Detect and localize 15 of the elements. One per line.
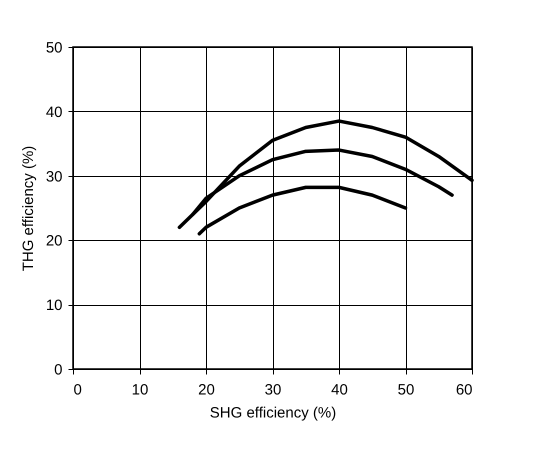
y-tick-label: 30 <box>46 168 62 186</box>
y-tick-label: 40 <box>46 104 62 121</box>
x-tick-label: 60 <box>456 382 472 398</box>
x-tick-label: 0 <box>74 382 82 398</box>
y-tick-label: 50 <box>46 40 62 56</box>
x-tick-label: 10 <box>132 382 148 398</box>
x-tick-label: 20 <box>198 382 215 398</box>
x-axis-title: SHG efficiency (%) <box>210 404 336 422</box>
y-tick-label: 10 <box>46 297 62 314</box>
y-axis-title: THG efficiency (%) <box>20 146 37 272</box>
x-tick-label: 40 <box>331 382 348 398</box>
y-tick-label: 0 <box>54 362 62 378</box>
x-tick-label: 30 <box>264 382 282 398</box>
y-tick-label: 20 <box>46 232 62 250</box>
x-tick-label: 50 <box>398 382 414 398</box>
